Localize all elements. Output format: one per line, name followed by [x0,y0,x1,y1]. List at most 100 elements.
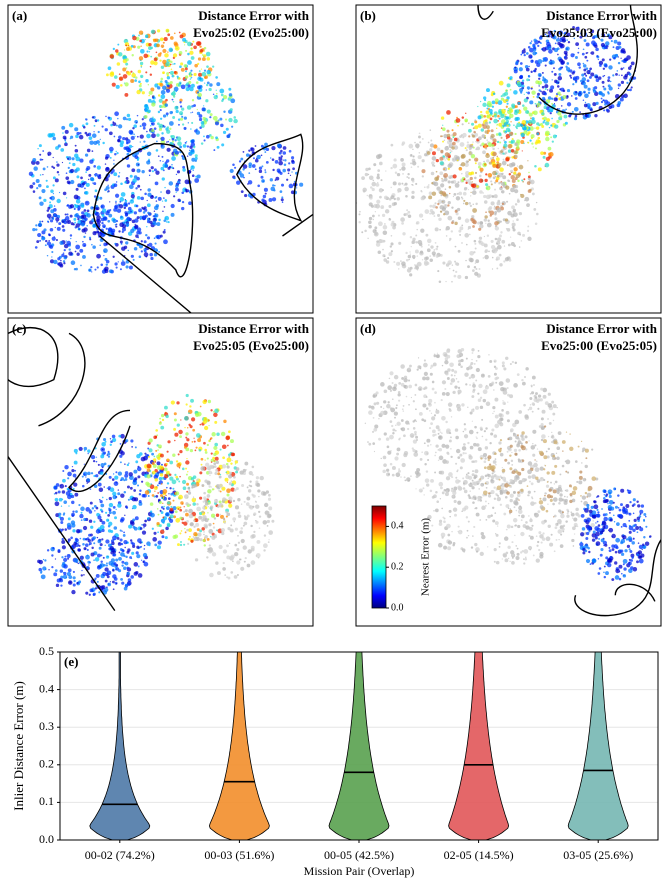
point [467,265,470,268]
point [152,96,154,98]
point [475,141,476,142]
point [125,556,127,558]
point [179,435,182,438]
point [186,520,189,523]
point [185,437,187,439]
point [166,89,170,93]
point [167,33,170,36]
point [461,155,465,159]
point [169,121,174,126]
point [499,422,503,426]
point [435,444,438,447]
point [158,540,162,544]
point [292,167,295,170]
point [204,76,207,79]
point [516,127,518,129]
point [367,238,368,239]
point [161,137,165,141]
point [491,240,494,243]
point [134,175,138,179]
point [484,457,486,459]
point [603,109,605,111]
point [256,476,259,479]
point [79,514,83,518]
point [618,102,619,103]
point [419,412,423,416]
point [147,188,150,191]
point [53,260,57,264]
point [383,456,387,460]
point [108,561,113,566]
point [153,532,156,535]
point [365,173,368,176]
point [110,581,111,582]
point [516,146,519,149]
point [208,419,210,421]
point [235,463,236,464]
point [439,171,443,175]
point [451,146,454,149]
point [74,559,78,563]
point [54,493,55,494]
point [492,268,493,269]
point [551,401,554,404]
point [470,195,471,196]
point [542,117,544,119]
point [272,169,274,171]
point [457,181,459,183]
point [114,476,118,480]
point [226,555,230,559]
point [75,145,77,147]
point [465,260,466,261]
point [451,374,453,376]
point [180,34,184,38]
point [166,72,169,75]
point [264,188,268,192]
point [437,214,440,217]
point [523,562,525,564]
point [440,183,444,187]
point [100,509,103,512]
point [618,103,620,105]
point [488,173,492,177]
point [471,359,472,360]
point [606,108,609,111]
point [131,446,133,448]
point [192,99,194,101]
point [630,65,632,67]
point [188,489,190,491]
point [617,41,621,45]
point [230,169,234,173]
point [67,472,72,477]
point [205,518,209,522]
point [515,203,517,205]
point [125,471,128,474]
point [207,444,209,446]
point [408,177,410,179]
point [64,249,66,251]
point [405,479,407,481]
point [413,452,418,457]
point [50,209,54,213]
point [518,122,520,124]
point [62,538,64,540]
point [527,160,528,161]
point [109,503,113,507]
point [74,208,76,210]
point [471,395,474,398]
point [291,156,294,159]
point [621,48,626,53]
point [553,67,555,69]
point [54,486,58,490]
point [82,255,86,259]
point [217,571,221,575]
point [514,69,518,73]
point [403,410,404,411]
point [154,491,155,492]
point [464,233,469,238]
point [199,538,202,541]
point [453,391,456,394]
point [78,184,81,187]
point [154,238,155,239]
point [497,175,500,178]
